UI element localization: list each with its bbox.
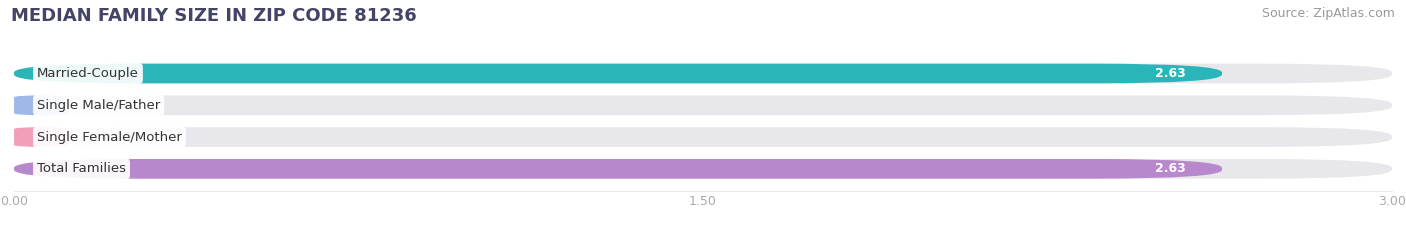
- Text: 0.00: 0.00: [101, 99, 132, 112]
- FancyBboxPatch shape: [14, 64, 1392, 83]
- Text: 2.63: 2.63: [1154, 162, 1185, 175]
- Text: 2.63: 2.63: [1154, 67, 1185, 80]
- Text: Single Male/Father: Single Male/Father: [37, 99, 160, 112]
- Text: Source: ZipAtlas.com: Source: ZipAtlas.com: [1261, 7, 1395, 20]
- FancyBboxPatch shape: [14, 96, 1392, 115]
- FancyBboxPatch shape: [14, 159, 1392, 179]
- Text: Single Female/Mother: Single Female/Mother: [37, 130, 181, 144]
- FancyBboxPatch shape: [14, 64, 1222, 83]
- FancyBboxPatch shape: [14, 96, 69, 115]
- Text: 0.00: 0.00: [101, 130, 132, 144]
- FancyBboxPatch shape: [14, 127, 69, 147]
- FancyBboxPatch shape: [14, 159, 1222, 179]
- Text: MEDIAN FAMILY SIZE IN ZIP CODE 81236: MEDIAN FAMILY SIZE IN ZIP CODE 81236: [11, 7, 418, 25]
- FancyBboxPatch shape: [14, 127, 1392, 147]
- Text: Married-Couple: Married-Couple: [37, 67, 139, 80]
- Text: Total Families: Total Families: [37, 162, 127, 175]
